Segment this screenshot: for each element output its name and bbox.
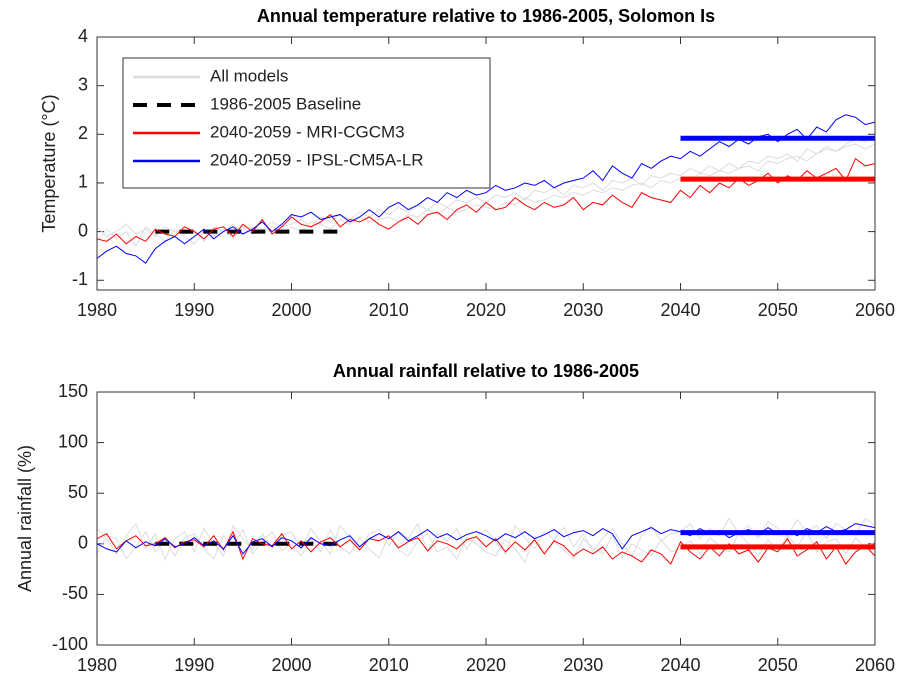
y-axis-label: Annual rainfall (%) (15, 445, 35, 592)
y-tick-label: 150 (58, 381, 88, 401)
x-tick-label: 1980 (77, 655, 117, 675)
y-tick-label: 50 (68, 482, 88, 502)
x-tick-label: 2010 (369, 655, 409, 675)
y-tick-label: 3 (78, 74, 88, 94)
y-axis-label: Temperature (°C) (39, 94, 59, 232)
y-tick-label: 0 (78, 533, 88, 553)
x-tick-label: 2000 (271, 300, 311, 320)
legend: All models 1986-2005 Baseline 2040-2059 - … (122, 57, 491, 189)
y-tick-label: 0 (78, 220, 88, 240)
axes-box (96, 36, 876, 291)
x-tick-label: 2010 (369, 300, 409, 320)
x-tick-label: 1990 (174, 655, 214, 675)
plot-lines (97, 114, 875, 264)
x-tick-label: 2050 (758, 300, 798, 320)
legend-label: All models (210, 66, 288, 85)
y-tick-label: 2 (78, 123, 88, 143)
plot-area (97, 392, 875, 645)
legend-label: 2040-2059 - MRI-CGCM3 (210, 122, 405, 141)
x-tick-label: 2000 (271, 655, 311, 675)
x-tick-label: 2030 (563, 655, 603, 675)
data-line (97, 143, 875, 248)
x-tick-label: 2020 (466, 300, 506, 320)
data-line (97, 517, 875, 561)
chart-title: Annual rainfall relative to 1986-2005 (333, 361, 639, 381)
y-tick-label: -50 (62, 583, 88, 603)
y-tick-label: 1 (78, 172, 88, 192)
x-tick-label: 2050 (758, 655, 798, 675)
x-tick-label: 1980 (77, 300, 117, 320)
legend-label: 2040-2059 - IPSL-CM5A-LR (210, 150, 424, 169)
y-tick-label: 100 (58, 431, 88, 451)
y-tick-label: -1 (72, 269, 88, 289)
x-tick-label: 1990 (174, 300, 214, 320)
legend-label: 1986-2005 Baseline (210, 94, 361, 113)
plot-lines (97, 517, 875, 565)
x-tick-label: 2040 (660, 655, 700, 675)
data-line (97, 528, 875, 564)
data-line (97, 114, 875, 264)
x-tick-label: 2060 (855, 300, 895, 320)
x-tick-label: 2020 (466, 655, 506, 675)
chart-title: Annual temperature relative to 1986-2005… (257, 6, 715, 26)
x-tick-label: 2040 (660, 300, 700, 320)
y-tick-label: -100 (52, 634, 88, 654)
x-tick-label: 2030 (563, 300, 603, 320)
x-tick-label: 2060 (855, 655, 895, 675)
legend-box (122, 57, 491, 189)
axes-box (96, 391, 876, 646)
y-tick-label: 4 (78, 26, 88, 46)
